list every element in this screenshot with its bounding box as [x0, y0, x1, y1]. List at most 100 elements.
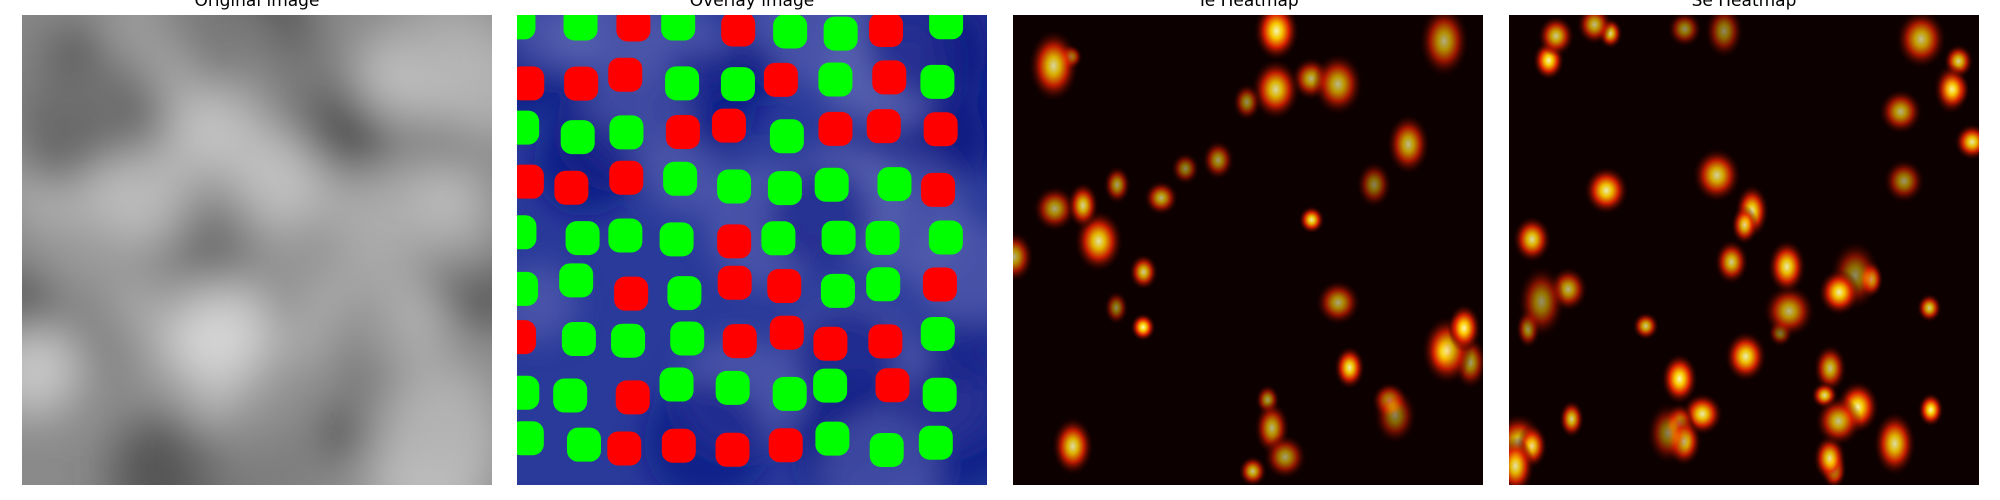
heat-spot: [1067, 182, 1099, 229]
heat-spot: [1263, 434, 1307, 480]
marker: [665, 114, 700, 149]
panel-title: Te Heatmap: [1196, 0, 1298, 11]
marker: [769, 119, 804, 154]
original-image: [22, 15, 492, 485]
heat-spot: [1312, 53, 1364, 116]
heat-spot: [1202, 140, 1235, 180]
heat-spot: [1028, 29, 1079, 102]
heat-spot: [1767, 239, 1807, 294]
marker: [607, 431, 642, 466]
heat-spot: [1576, 15, 1613, 45]
heat-spot: [1667, 15, 1702, 48]
marker: [565, 221, 600, 256]
texture-blob: [22, 327, 80, 420]
heat-spot: [1559, 400, 1585, 438]
texture-blob: [22, 271, 56, 339]
marker: [823, 16, 858, 51]
heat-spot: [1873, 411, 1916, 476]
marker: [929, 15, 964, 40]
marker: [517, 271, 539, 306]
heat-spot: [1916, 293, 1942, 323]
marker: [517, 164, 544, 199]
marker: [609, 115, 644, 150]
marker: [611, 323, 646, 358]
texture-blob: [170, 86, 249, 165]
heat-spot: [1334, 345, 1365, 390]
marker: [616, 15, 651, 42]
marker: [920, 316, 955, 351]
texture-blob: [191, 405, 311, 485]
image-texture: [22, 15, 492, 485]
marker: [722, 324, 757, 359]
marker: [820, 273, 855, 308]
marker: [875, 368, 910, 403]
heat-spot: [1517, 265, 1566, 338]
marker: [609, 160, 644, 195]
heat-spot: [1386, 114, 1430, 175]
marker: [517, 15, 536, 40]
heat-spot: [1104, 290, 1129, 325]
texture-blob: [298, 88, 381, 171]
marker: [566, 427, 601, 462]
marker: [920, 64, 955, 99]
marker: [559, 263, 594, 298]
marker: [608, 57, 643, 92]
marker: [872, 60, 907, 95]
heat-spot: [1144, 180, 1179, 216]
marker: [772, 376, 807, 411]
marker: [877, 167, 912, 202]
marker: [767, 171, 802, 206]
marker: [769, 315, 804, 350]
heat-spot: [1632, 312, 1660, 340]
marker: [661, 15, 696, 41]
texture-blob: [314, 280, 409, 375]
heat-spot: [1661, 353, 1698, 405]
heat-spot: [1509, 436, 1535, 485]
marker: [763, 62, 798, 97]
marker: [923, 112, 958, 147]
marker: [717, 169, 752, 204]
texture-blob: [144, 15, 196, 43]
heat-spot: [1730, 205, 1759, 245]
marker: [922, 377, 957, 412]
marker: [715, 432, 750, 467]
texture-blob: [170, 206, 256, 291]
texture-blob: [434, 210, 492, 274]
marker: [767, 269, 802, 304]
marker: [663, 161, 698, 196]
marker: [814, 167, 849, 202]
marker: [868, 324, 903, 359]
heat-spot: [1356, 161, 1392, 208]
texture-blob: [168, 279, 273, 384]
texture-blob: [237, 133, 332, 227]
marker: [608, 218, 643, 253]
texture-blob: [318, 408, 372, 462]
heat-spot: [1815, 396, 1862, 446]
heat-spot: [1933, 63, 1969, 115]
heat-spot: [1763, 284, 1815, 338]
marker: [815, 421, 850, 456]
texture-blob: [326, 165, 436, 276]
marker: [928, 220, 963, 255]
heat-spot: [1813, 344, 1847, 393]
te-heatmap: [1013, 15, 1483, 485]
overlay-image: [517, 15, 987, 485]
heat-spot: [1419, 15, 1469, 78]
marker: [866, 109, 901, 144]
marker: [918, 425, 953, 460]
marker: [517, 66, 545, 101]
heat-spot: [1512, 215, 1552, 263]
marker: [563, 15, 598, 41]
marker: [615, 380, 650, 415]
heat-spot: [1129, 253, 1159, 291]
heat-spot: [1537, 15, 1575, 57]
marker: [865, 220, 900, 255]
marker: [517, 320, 537, 355]
marker: [553, 378, 588, 413]
texture-blob: [378, 352, 492, 472]
heat-spot: [1447, 303, 1482, 353]
marker: [921, 172, 956, 207]
texture-blob: [422, 29, 492, 145]
heat-spot: [1013, 231, 1034, 283]
